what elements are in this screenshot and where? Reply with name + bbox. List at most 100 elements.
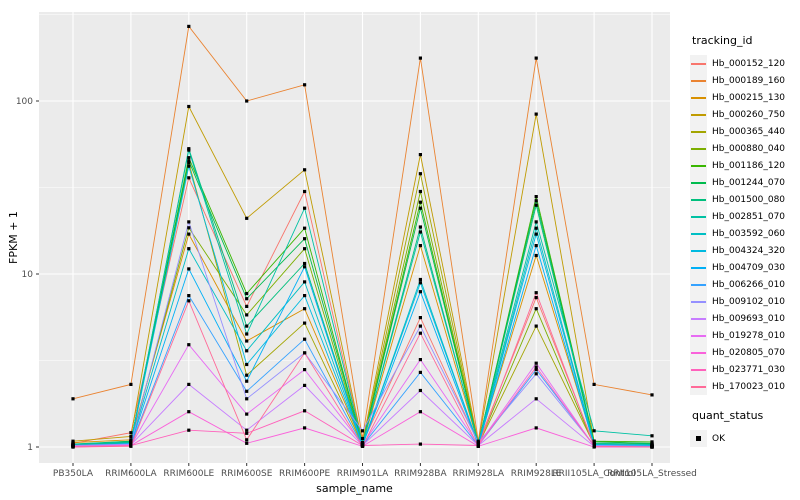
data-point [187, 247, 191, 251]
data-point [245, 99, 249, 103]
data-point [418, 290, 422, 294]
data-point [418, 388, 422, 393]
data-point [303, 226, 307, 230]
legend-item-label: Hb_019278_010 [712, 330, 786, 341]
y-tick-label: 1 [27, 443, 33, 453]
data-point [245, 373, 249, 377]
data-point [245, 304, 249, 308]
data-point [187, 267, 191, 271]
legend-item: Hb_020805_070 [690, 344, 800, 361]
data-point [187, 24, 191, 28]
legend-key-swatch [690, 174, 707, 191]
data-point [303, 206, 307, 210]
legend-key-swatch [690, 208, 707, 225]
legend-item: Hb_000365_440 [690, 123, 800, 140]
data-point [129, 431, 133, 435]
data-point [187, 148, 191, 152]
data-point [303, 280, 307, 284]
data-point [418, 244, 422, 248]
legend-key-swatch [690, 157, 707, 174]
data-point [418, 200, 422, 204]
legend-item-label: Hb_002851_070 [712, 211, 786, 222]
x-tick-label: RRIM600PE [279, 469, 331, 479]
data-point [418, 331, 422, 335]
legend-item-label: Hb_020805_070 [712, 347, 786, 358]
data-point [245, 412, 249, 416]
legend-item: Hb_000880_040 [690, 140, 800, 157]
data-point [534, 397, 538, 401]
legend-item-label: Hb_000880_040 [712, 143, 786, 154]
data-point [418, 206, 422, 210]
legend-key-swatch [690, 378, 707, 395]
legend-key-swatch [690, 242, 707, 259]
legend-item-label: Hb_001500_080 [712, 194, 786, 205]
data-point [187, 161, 191, 165]
data-point [534, 361, 538, 365]
data-point [476, 441, 480, 445]
data-point [418, 56, 422, 60]
data-point [418, 410, 422, 414]
legend-key-swatch [690, 140, 707, 157]
legend: tracking_id Hb_000152_120 Hb_000189_160 Hb… [690, 0, 800, 447]
legend-item: Hb_023771_030 [690, 361, 800, 378]
data-point [592, 429, 596, 433]
data-point [245, 349, 249, 353]
data-point [592, 444, 596, 448]
legend-item: Hb_003592_060 [690, 225, 800, 242]
data-point [303, 351, 307, 355]
x-tick-label: RRIM928BA [394, 469, 447, 479]
data-point [245, 389, 249, 393]
x-tick-label: RRIM928LE [511, 469, 562, 479]
legend-item: Hb_001500_080 [690, 191, 800, 208]
legend-item-label: Hb_004324_320 [712, 245, 786, 256]
legend-item: Hb_001186_120 [690, 157, 800, 174]
data-point [360, 429, 365, 433]
data-point [303, 368, 307, 372]
data-point [71, 439, 75, 443]
legend-item: Hb_009102_010 [690, 293, 800, 310]
x-tick-label: RRIM600LE [163, 469, 214, 479]
x-tick-label: PB350LA [53, 469, 94, 479]
legend-item: Hb_000189_160 [690, 72, 800, 89]
legend-item-label: Hb_009693_010 [712, 313, 786, 324]
legend-item: Hb_004324_320 [690, 242, 800, 259]
legend-item-label: Hb_000189_160 [712, 75, 786, 86]
data-point [187, 343, 191, 347]
legend-key-swatch [690, 55, 707, 72]
legend-key-swatch [690, 191, 707, 208]
legend-key-swatch [690, 293, 707, 310]
data-point [534, 324, 538, 328]
data-point [418, 370, 422, 374]
x-tick-label: RRII105LA_Stressed [607, 469, 697, 479]
legend-key-swatch [690, 72, 707, 89]
legend-item-label: Hb_004709_030 [712, 262, 786, 273]
data-point [418, 324, 422, 328]
data-point [245, 431, 249, 435]
data-point [534, 253, 538, 258]
data-point [187, 220, 191, 224]
data-point [303, 294, 307, 298]
legend-title-tracking-id: tracking_id [692, 34, 753, 47]
data-point [303, 83, 307, 87]
legend-item-label: Hb_001186_120 [712, 160, 786, 171]
legend-title-quant-status: quant_status [692, 409, 764, 422]
data-point [592, 382, 596, 386]
data-point [534, 244, 538, 248]
data-point [187, 156, 191, 160]
data-point [245, 441, 249, 445]
data-point [650, 393, 654, 397]
data-point [245, 397, 249, 401]
data-point [303, 383, 307, 387]
data-point [534, 296, 538, 300]
data-point [245, 438, 249, 442]
legend-item-label: OK [712, 433, 725, 444]
x-tick-label: RRIM600SE [221, 469, 273, 479]
legend-key-swatch [690, 276, 707, 293]
legend-key-swatch [690, 89, 707, 106]
data-point [129, 434, 133, 439]
data-point [534, 195, 538, 199]
data-point [534, 307, 538, 311]
data-point [303, 261, 307, 266]
data-point [187, 164, 191, 168]
